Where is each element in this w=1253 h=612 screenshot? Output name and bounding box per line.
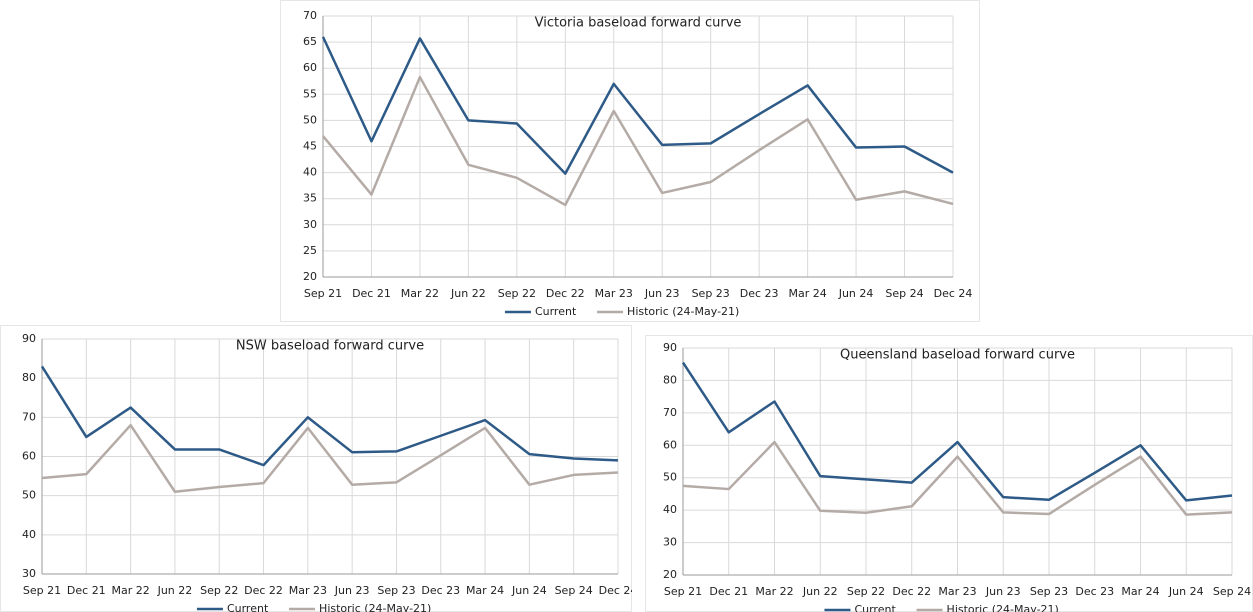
legend-label: Historic (24-May-21)	[947, 603, 1059, 612]
chart-title: Victoria baseload forward curve	[535, 16, 742, 31]
x-tick-label: Mar 22	[111, 584, 149, 597]
series-line	[321, 36, 954, 175]
y-tick-label: 40	[22, 528, 36, 541]
y-tick-label: 60	[663, 438, 677, 451]
x-tick-label: Sep 24	[1213, 585, 1251, 598]
chart: 30 40 50 60 70 80 90 Sep 21 Dec 21 Mar 22 Jun 22 Se…	[0, 325, 632, 612]
chart-frame	[0, 325, 632, 612]
x-tick-label: Dec 23	[740, 287, 779, 300]
x-tick-label: Mar 24	[788, 287, 826, 300]
x-tick-label: Dec 24	[599, 584, 632, 597]
chart-frame	[645, 335, 1253, 612]
legend-label: Historic (24-May-21)	[627, 305, 739, 318]
y-tick-label: 30	[22, 567, 36, 580]
x-tick-label: Jun 24	[511, 584, 547, 597]
y-tick-label: 60	[303, 61, 317, 74]
x-tick-label: Sep 22	[847, 585, 885, 598]
x-tick-label: Sep 22	[498, 287, 536, 300]
y-tick-label: 65	[303, 35, 317, 48]
x-tick-label: Dec 24	[934, 287, 973, 300]
x-tick-label: Mar 23	[938, 585, 976, 598]
x-tick-label: Dec 21	[352, 287, 391, 300]
chart-title: Queensland baseload forward curve	[840, 348, 1075, 363]
x-tick-label: Jun 24	[1168, 585, 1204, 598]
x-tick-label: Sep 21	[304, 287, 342, 300]
series-line	[682, 440, 1233, 516]
legend-label: Current	[227, 602, 269, 612]
y-tick-label: 70	[663, 406, 677, 419]
x-tick-label: Dec 22	[892, 585, 931, 598]
legend-label: Historic (24-May-21)	[319, 602, 431, 612]
y-tick-label: 50	[303, 113, 317, 126]
x-tick-label: Sep 24	[885, 287, 923, 300]
x-tick-label: Mar 23	[595, 287, 633, 300]
y-tick-label: 35	[303, 192, 317, 205]
y-tick-label: 80	[22, 371, 36, 384]
series-line	[40, 365, 619, 467]
y-tick-label: 55	[303, 87, 317, 100]
y-tick-label: 50	[663, 471, 677, 484]
x-tick-label: Jun 22	[157, 584, 193, 597]
chart: 20 30 40 50 60 70 80 90 Sep 21 Dec 21 Mar 22 Jun 22…	[645, 335, 1253, 612]
y-tick-label: 40	[663, 503, 677, 516]
legend-label: Current	[854, 603, 896, 612]
x-tick-label: Sep 23	[1030, 585, 1068, 598]
x-tick-label: Dec 22	[546, 287, 585, 300]
x-tick-label: Sep 22	[200, 584, 238, 597]
x-tick-label: Dec 22	[244, 584, 283, 597]
y-tick-label: 20	[303, 270, 317, 283]
x-tick-label: Sep 21	[23, 584, 61, 597]
y-tick-label: 80	[663, 373, 677, 386]
x-tick-label: Mar 22	[755, 585, 793, 598]
series-line	[322, 75, 954, 207]
x-tick-label: Sep 21	[664, 585, 702, 598]
x-tick-label: Mar 24	[1121, 585, 1159, 598]
y-tick-label: 50	[22, 489, 36, 502]
x-tick-label: Mar 22	[401, 287, 439, 300]
chart-title: NSW baseload forward curve	[236, 339, 424, 354]
series-line	[681, 361, 1233, 502]
x-tick-label: Sep 23	[377, 584, 415, 597]
x-tick-label: Dec 21	[709, 585, 748, 598]
chart-frame	[280, 0, 980, 322]
y-tick-label: 70	[303, 9, 317, 22]
x-tick-label: Jun 24	[838, 287, 874, 300]
x-tick-label: Jun 23	[334, 584, 370, 597]
x-tick-label: Jun 23	[985, 585, 1021, 598]
y-tick-label: 20	[663, 568, 677, 581]
y-tick-label: 25	[303, 244, 317, 257]
y-tick-label: 70	[22, 410, 36, 423]
y-tick-label: 45	[303, 140, 317, 153]
chart: 20 25 30 35 40 45 50 55 60 65 70 Sep 21 Dec 21 Mar 22…	[280, 0, 980, 322]
x-tick-label: Jun 22	[450, 287, 486, 300]
y-tick-label: 40	[303, 166, 317, 179]
x-tick-label: Dec 23	[1075, 585, 1114, 598]
x-tick-label: Dec 23	[421, 584, 460, 597]
y-tick-label: 90	[663, 341, 677, 354]
x-tick-label: Mar 24	[466, 584, 504, 597]
y-tick-label: 90	[22, 332, 36, 345]
x-tick-label: Sep 23	[692, 287, 730, 300]
x-tick-label: Sep 24	[555, 584, 593, 597]
x-tick-label: Jun 23	[644, 287, 680, 300]
y-tick-label: 30	[303, 218, 317, 231]
series-line	[41, 423, 619, 493]
x-tick-label: Mar 23	[289, 584, 327, 597]
x-tick-label: Dec 21	[67, 584, 106, 597]
x-tick-label: Jun 22	[802, 585, 838, 598]
legend-label: Current	[535, 305, 577, 318]
y-tick-label: 30	[663, 536, 677, 549]
y-tick-label: 60	[22, 450, 36, 463]
